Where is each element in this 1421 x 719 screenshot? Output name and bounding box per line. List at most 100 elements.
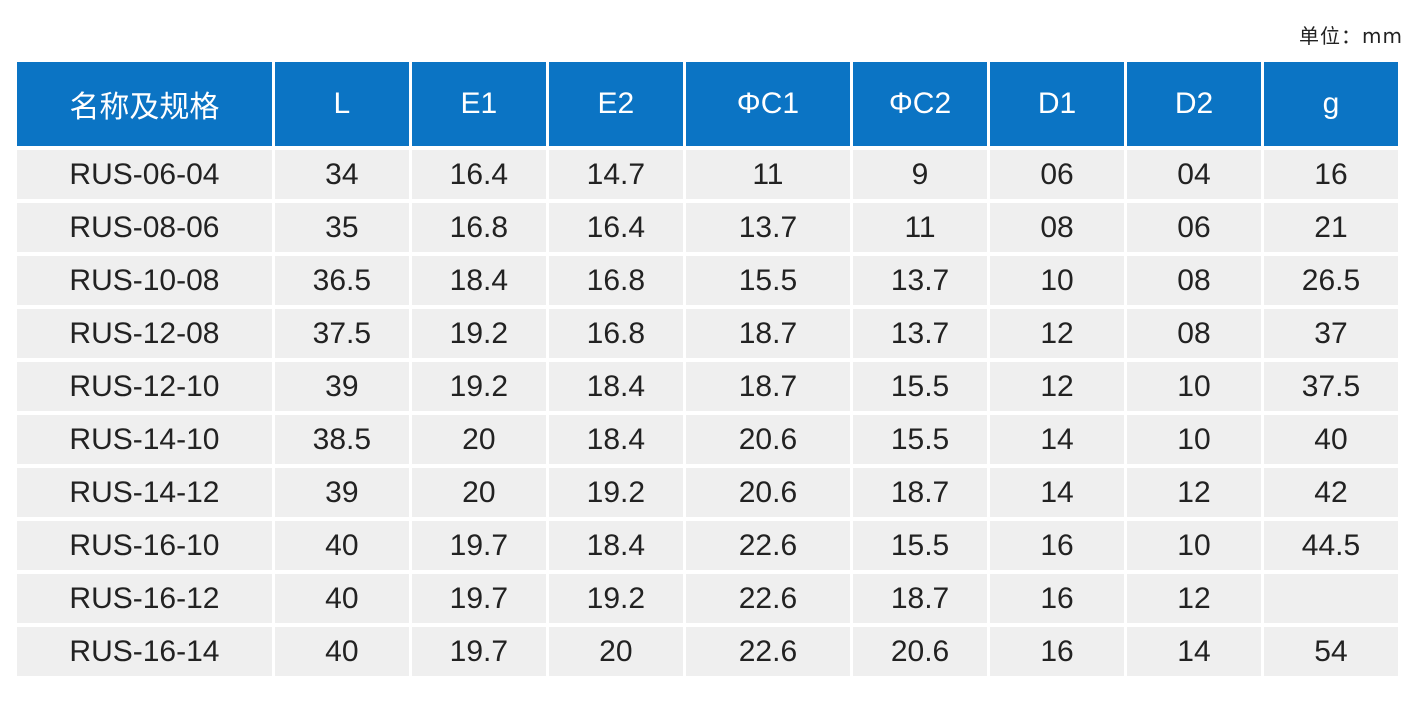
table-row: RUS-10-08 36.5 18.4 16.8 15.5 13.7 10 08 26.5 [17,256,1398,305]
cell-D1: 12 [990,362,1124,411]
cell-D1: 16 [990,574,1124,623]
cell-g: 44.5 [1263,521,1398,570]
cell-D1: 12 [990,309,1124,358]
cell-name-spec: RUS-10-08 [17,256,272,305]
cell-C2: 18.7 [853,468,988,517]
cell-E2: 18.4 [548,521,683,570]
cell-D2: 08 [1127,256,1261,305]
cell-C1: 22.6 [685,574,851,623]
cell-E1: 16.4 [411,150,546,199]
header-cell-g: g [1263,62,1398,146]
cell-E1: 20 [411,468,546,517]
cell-E1: 18.4 [411,256,546,305]
cell-E1: 19.7 [411,521,546,570]
header-cell-D1: D1 [990,62,1124,146]
spec-table: 名称及规格 L E1 E2 ΦC1 ΦC2 D1 D2 g RUS-06-04 3… [14,58,1401,680]
cell-C2: 13.7 [853,309,988,358]
table-row: RUS-14-12 39 20 19.2 20.6 18.7 14 12 42 [17,468,1398,517]
cell-g: 37 [1263,309,1398,358]
cell-L: 40 [274,574,409,623]
cell-g: 42 [1263,468,1398,517]
cell-D1: 10 [990,256,1124,305]
cell-E1: 20 [411,415,546,464]
cell-L: 34 [274,150,409,199]
cell-E2: 20 [548,627,683,676]
header-cell-C2: ΦC2 [853,62,988,146]
cell-name-spec: RUS-16-12 [17,574,272,623]
table-row: RUS-06-04 34 16.4 14.7 11 9 06 04 16 [17,150,1398,199]
cell-g: 16 [1263,150,1398,199]
cell-E1: 16.8 [411,203,546,252]
cell-D2: 08 [1127,309,1261,358]
table-row: RUS-14-10 38.5 20 18.4 20.6 15.5 14 10 40 [17,415,1398,464]
cell-name-spec: RUS-06-04 [17,150,272,199]
cell-E2: 18.4 [548,415,683,464]
cell-D1: 14 [990,415,1124,464]
cell-g: 26.5 [1263,256,1398,305]
cell-C2: 13.7 [853,256,988,305]
cell-D2: 06 [1127,203,1261,252]
cell-C1: 20.6 [685,468,851,517]
header-cell-D2: D2 [1127,62,1261,146]
cell-D1: 14 [990,468,1124,517]
table-row: RUS-16-10 40 19.7 18.4 22.6 15.5 16 10 44.5 [17,521,1398,570]
cell-C2: 11 [853,203,988,252]
cell-name-spec: RUS-14-10 [17,415,272,464]
table-row: RUS-16-14 40 19.7 20 22.6 20.6 16 14 54 [17,627,1398,676]
cell-C2: 18.7 [853,574,988,623]
cell-C1: 15.5 [685,256,851,305]
cell-C2: 9 [853,150,988,199]
cell-name-spec: RUS-16-10 [17,521,272,570]
cell-E2: 16.8 [548,256,683,305]
cell-name-spec: RUS-12-10 [17,362,272,411]
cell-E1: 19.2 [411,362,546,411]
cell-D1: 16 [990,521,1124,570]
cell-g: 37.5 [1263,362,1398,411]
cell-C2: 20.6 [853,627,988,676]
cell-D2: 12 [1127,574,1261,623]
cell-g: 21 [1263,203,1398,252]
cell-L: 39 [274,468,409,517]
cell-D2: 10 [1127,415,1261,464]
table-body: RUS-06-04 34 16.4 14.7 11 9 06 04 16 RUS-08-06 35 1… [17,150,1398,676]
table-row: RUS-12-08 37.5 19.2 16.8 18.7 13.7 12 08 37 [17,309,1398,358]
cell-D1: 06 [990,150,1124,199]
cell-C2: 15.5 [853,415,988,464]
cell-C1: 13.7 [685,203,851,252]
cell-E2: 16.4 [548,203,683,252]
cell-E2: 18.4 [548,362,683,411]
cell-E1: 19.7 [411,627,546,676]
cell-E2: 19.2 [548,468,683,517]
cell-name-spec: RUS-14-12 [17,468,272,517]
header-cell-E1: E1 [411,62,546,146]
cell-C1: 11 [685,150,851,199]
cell-L: 36.5 [274,256,409,305]
header-cell-name-spec: 名称及规格 [17,62,272,146]
cell-E2: 19.2 [548,574,683,623]
table-row: RUS-08-06 35 16.8 16.4 13.7 11 08 06 21 [17,203,1398,252]
cell-D1: 08 [990,203,1124,252]
cell-name-spec: RUS-12-08 [17,309,272,358]
cell-C2: 15.5 [853,521,988,570]
cell-E2: 14.7 [548,150,683,199]
unit-label: 单位：mm [1299,24,1403,48]
cell-g: 40 [1263,415,1398,464]
cell-D1: 16 [990,627,1124,676]
cell-L: 40 [274,627,409,676]
cell-E1: 19.2 [411,309,546,358]
cell-D2: 10 [1127,521,1261,570]
cell-D2: 04 [1127,150,1261,199]
cell-name-spec: RUS-16-14 [17,627,272,676]
header-cell-E2: E2 [548,62,683,146]
cell-C1: 20.6 [685,415,851,464]
cell-L: 40 [274,521,409,570]
cell-C1: 18.7 [685,362,851,411]
cell-C1: 22.6 [685,627,851,676]
cell-C2: 15.5 [853,362,988,411]
cell-L: 37.5 [274,309,409,358]
header-row: 名称及规格 L E1 E2 ΦC1 ΦC2 D1 D2 g [17,62,1398,146]
cell-L: 35 [274,203,409,252]
table-row: RUS-12-10 39 19.2 18.4 18.7 15.5 12 10 37.5 [17,362,1398,411]
cell-E2: 16.8 [548,309,683,358]
cell-g: 54 [1263,627,1398,676]
